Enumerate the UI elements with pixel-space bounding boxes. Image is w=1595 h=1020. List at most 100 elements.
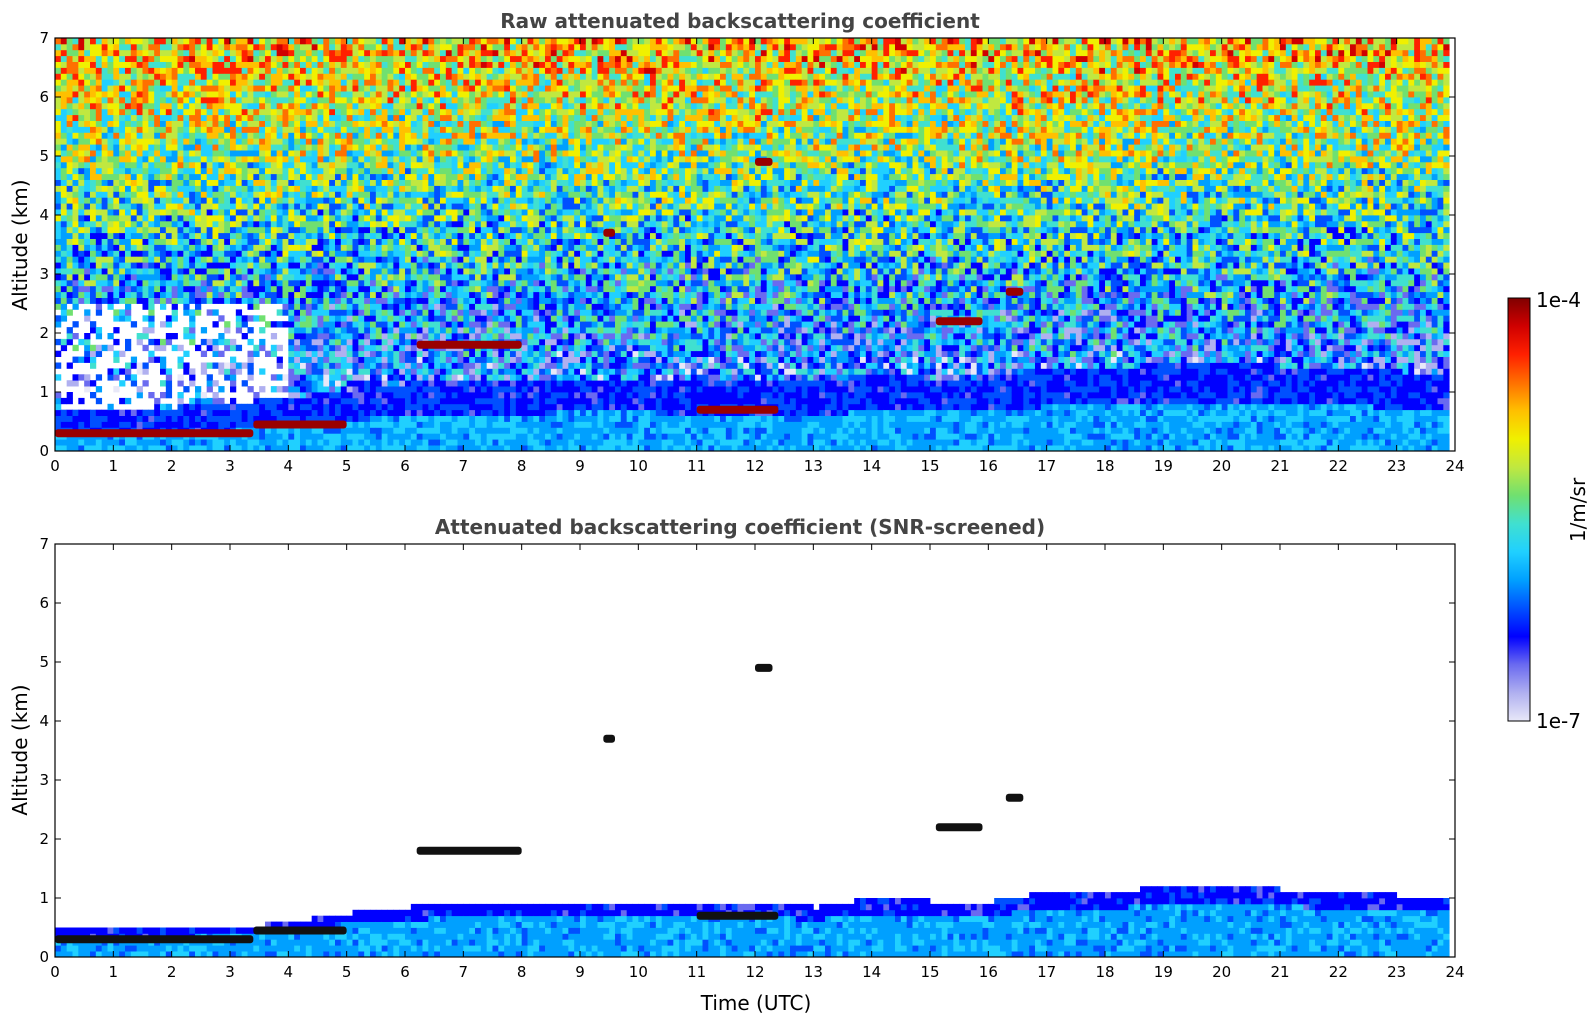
heatmap-cell (300, 161, 307, 169)
heatmap-cell (346, 427, 353, 434)
heatmap-cell (60, 256, 68, 263)
heatmap-cell (405, 350, 412, 357)
heatmap-cell (113, 409, 120, 416)
heatmap-cell (364, 102, 371, 110)
heatmap-cell (393, 203, 400, 210)
heatmap-cell (364, 173, 371, 180)
heatmap-cell (370, 350, 377, 357)
heatmap-cell (189, 102, 196, 110)
heatmap-cell (95, 374, 103, 381)
heatmap-cell (171, 297, 178, 304)
heatmap-cell (463, 415, 470, 422)
heatmap-cell (165, 38, 173, 45)
heatmap-cell (492, 309, 499, 316)
heatmap-cell (399, 114, 406, 121)
heatmap-cell (329, 173, 336, 180)
heatmap-cell (72, 268, 79, 275)
heatmap-cell (218, 120, 225, 127)
heatmap-cell (498, 144, 505, 151)
heatmap-cell (405, 91, 412, 98)
heatmap-cell (218, 362, 225, 369)
heatmap-cell (288, 309, 295, 316)
heatmap-cell (60, 132, 68, 139)
heatmap-cell (247, 108, 254, 116)
heatmap-cell (206, 144, 213, 151)
heatmap-cell (265, 209, 272, 216)
heatmap-cell (405, 333, 412, 340)
heatmap-cell (352, 114, 359, 121)
heatmap-cell (445, 427, 453, 434)
heatmap-cell (148, 120, 155, 127)
heatmap-cell (206, 262, 213, 269)
heatmap-cell (288, 303, 295, 310)
heatmap-cell (160, 43, 167, 51)
heatmap-cell (195, 38, 202, 45)
heatmap-cell (451, 97, 458, 104)
heatmap-cell (370, 38, 377, 45)
heatmap-cell (451, 309, 458, 316)
heatmap-cell (230, 368, 237, 375)
heatmap-cell (346, 362, 353, 369)
heatmap-cell (247, 73, 254, 80)
heatmap-cell (113, 97, 120, 104)
heatmap-cell (107, 156, 114, 163)
heatmap-cell (212, 91, 219, 98)
heatmap-cell (119, 38, 126, 45)
heatmap-cell (265, 55, 272, 62)
heatmap-cell (428, 362, 435, 369)
heatmap-cell (375, 91, 383, 98)
heatmap-cell (317, 173, 324, 180)
heatmap-cell (405, 315, 412, 322)
heatmap-cell (72, 61, 79, 68)
heatmap-cell (142, 279, 149, 287)
heatmap-cell (451, 38, 458, 45)
heatmap-cell (480, 427, 488, 434)
heatmap-cell (206, 49, 213, 57)
heatmap-cell (101, 215, 108, 222)
heatmap-cell (171, 309, 178, 316)
heatmap-cell (469, 268, 476, 275)
heatmap-cell (498, 291, 505, 298)
heatmap-cell (352, 108, 359, 116)
heatmap-cell (270, 85, 278, 92)
heatmap-cell (230, 73, 237, 80)
heatmap-cell (486, 73, 493, 80)
heatmap-cell (95, 415, 103, 422)
heatmap-cell (346, 156, 353, 163)
heatmap-cell (457, 185, 464, 192)
heatmap-cell (206, 114, 213, 121)
heatmap-cell (107, 43, 114, 51)
heatmap-cell (84, 226, 91, 234)
heatmap-cell (165, 333, 173, 340)
heatmap-cell (183, 91, 190, 98)
heatmap-cell (457, 321, 464, 328)
heatmap-cell (90, 445, 97, 452)
heatmap-cell (84, 138, 91, 145)
heatmap-cell (387, 445, 394, 452)
heatmap-cell (72, 38, 79, 45)
heatmap-cell (276, 439, 283, 446)
heatmap-cell (142, 43, 149, 51)
heatmap-cell (370, 315, 377, 322)
heatmap-cell (165, 167, 173, 175)
heatmap-cell (422, 297, 429, 304)
heatmap-cell (393, 144, 400, 151)
heatmap-cell (457, 102, 464, 110)
heatmap-cell (253, 439, 260, 446)
heatmap-cell (300, 85, 307, 92)
heatmap-cell (200, 250, 208, 257)
heatmap-cell (451, 421, 458, 428)
heatmap-cell (463, 73, 470, 80)
heatmap-cell (130, 67, 138, 74)
heatmap-cell (282, 250, 289, 257)
heatmap-cell (90, 285, 97, 293)
heatmap-cell (393, 156, 400, 163)
heatmap-cell (323, 126, 330, 133)
heatmap-cell (90, 232, 97, 239)
heatmap-cell (445, 380, 453, 387)
heatmap-cell (340, 321, 348, 328)
heatmap-cell (410, 215, 418, 222)
heatmap-cell (393, 49, 400, 57)
heatmap-cell (469, 285, 476, 293)
heatmap-cell (95, 421, 103, 428)
